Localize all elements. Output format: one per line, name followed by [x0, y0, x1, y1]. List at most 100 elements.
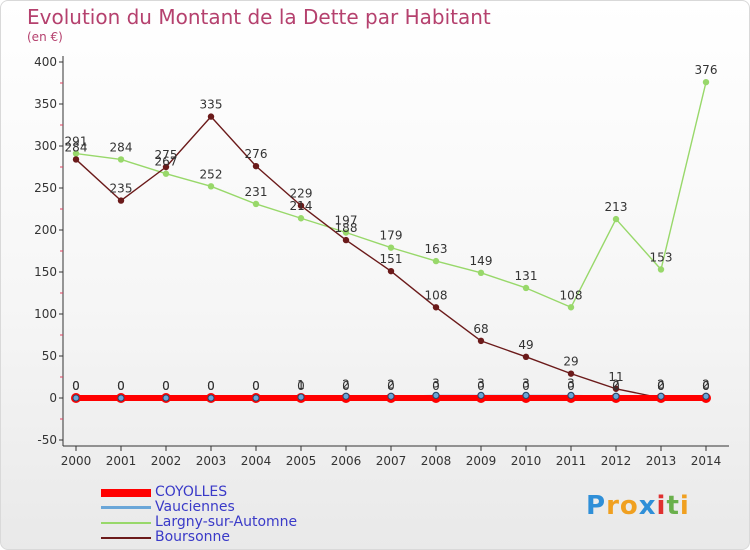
data-point — [207, 113, 215, 120]
y-tick-label: 150 — [34, 265, 57, 279]
data-point — [612, 392, 620, 400]
logo-letter: i — [679, 491, 690, 521]
x-tick-label: 2011 — [556, 454, 587, 468]
data-point — [252, 200, 260, 208]
data-point — [72, 156, 80, 163]
data-point — [612, 385, 620, 392]
legend-label: Largny-sur-Automne — [155, 514, 298, 530]
data-point — [252, 162, 260, 170]
data-label: 108 — [560, 288, 583, 302]
data-label: 3 — [567, 376, 575, 390]
x-tick-label: 2008 — [421, 454, 452, 468]
data-label: 2 — [342, 377, 350, 391]
data-label: 0 — [252, 379, 260, 393]
data-label: 2 — [702, 377, 710, 391]
data-label: 267 — [155, 155, 178, 169]
data-label: 2 — [387, 377, 395, 391]
x-tick-label: 2013 — [646, 454, 677, 468]
y-tick-label: 50 — [42, 349, 57, 363]
data-label: 0 — [117, 379, 125, 393]
legend-swatch — [101, 536, 151, 539]
data-label: 3 — [522, 376, 530, 390]
y-tick-label: 0 — [49, 391, 57, 405]
data-point — [252, 394, 260, 402]
x-tick-label: 2002 — [151, 454, 182, 468]
data-label: 1 — [297, 378, 305, 392]
data-point — [72, 150, 80, 157]
x-tick-label: 2000 — [61, 454, 92, 468]
data-label: 0 — [702, 379, 710, 393]
data-point — [297, 215, 305, 222]
x-tick-label: 2012 — [601, 454, 632, 468]
data-label: 291 — [65, 135, 88, 149]
logo-letter: i — [656, 491, 667, 521]
data-point — [387, 392, 395, 400]
data-label: 252 — [200, 167, 223, 181]
data-label: 3 — [477, 376, 485, 390]
logo-letter: o — [619, 491, 639, 521]
data-label: 0 — [342, 379, 350, 393]
x-tick-label: 2001 — [106, 454, 137, 468]
data-label: 275 — [155, 148, 178, 162]
data-point — [387, 267, 395, 275]
data-label: 276 — [245, 147, 268, 161]
data-label: 179 — [380, 229, 403, 243]
legend: COYOLLES Vauciennes Largny-sur-Automne Bour… — [101, 485, 297, 545]
x-tick-label: 2009 — [466, 454, 497, 468]
data-label: 131 — [515, 269, 538, 283]
data-point — [477, 337, 485, 345]
x-tick-label: 2004 — [241, 454, 272, 468]
data-point — [162, 170, 170, 177]
data-point — [297, 393, 305, 401]
data-point — [432, 391, 440, 399]
data-label: 0 — [702, 379, 710, 393]
data-label: 0 — [657, 379, 665, 393]
data-label: 229 — [290, 187, 313, 201]
data-label: 335 — [200, 98, 223, 112]
data-label: 0 — [657, 379, 665, 393]
data-label: 0 — [72, 379, 80, 393]
data-point — [162, 394, 170, 402]
data-point — [657, 266, 665, 273]
legend-label: COYOLLES — [155, 484, 228, 500]
data-label: 11 — [608, 370, 623, 384]
proxiti-logo: Proxiti — [586, 491, 690, 521]
legend-item: COYOLLES — [101, 485, 297, 500]
data-label: 214 — [290, 199, 313, 213]
data-point — [297, 202, 305, 209]
logo-letter: P — [586, 491, 607, 521]
data-label: 29 — [563, 355, 578, 369]
data-point — [342, 229, 350, 236]
y-tick-label: 400 — [34, 55, 57, 69]
data-point — [477, 269, 485, 277]
data-label: 0 — [567, 379, 575, 393]
data-label: 0 — [162, 379, 170, 393]
data-point — [342, 392, 350, 400]
data-point — [117, 197, 125, 204]
data-point — [567, 304, 575, 311]
data-point — [207, 394, 215, 402]
data-point — [207, 183, 215, 190]
data-label: 284 — [110, 140, 133, 154]
data-point — [342, 236, 350, 244]
data-point — [117, 394, 125, 402]
legend-swatch — [101, 521, 151, 524]
data-point — [567, 391, 575, 399]
data-point — [657, 392, 665, 400]
data-point — [522, 391, 530, 399]
chart-title: Evolution du Montant de la Dette par Hab… — [27, 5, 491, 29]
chart-subtitle: (en €) — [27, 30, 63, 44]
y-tick-label: 200 — [34, 223, 57, 237]
y-tick-label: -50 — [37, 433, 57, 447]
data-point — [522, 353, 530, 361]
x-tick-label: 2003 — [196, 454, 227, 468]
data-label: 235 — [110, 182, 133, 196]
data-label: 0 — [432, 379, 440, 393]
logo-letter: r — [606, 491, 620, 521]
x-tick-label: 2010 — [511, 454, 542, 468]
data-label: 0 — [162, 379, 170, 393]
legend-item: Vauciennes — [101, 500, 297, 515]
data-point — [612, 215, 620, 223]
data-point — [567, 370, 575, 377]
